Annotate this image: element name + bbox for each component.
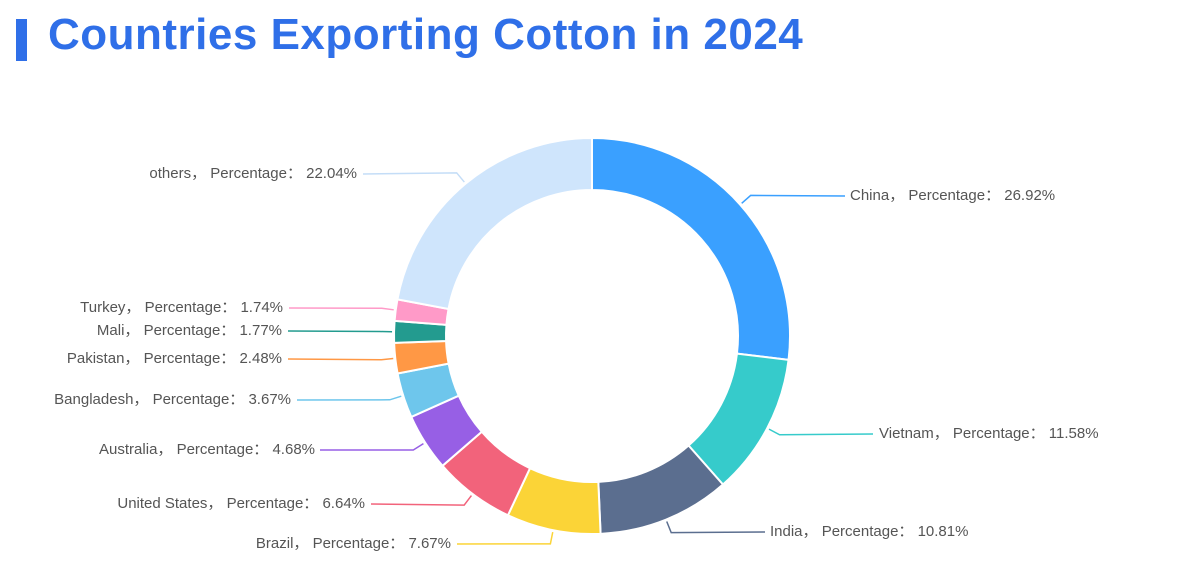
leader-line-group xyxy=(287,172,874,545)
slice-china[interactable] xyxy=(591,136,791,361)
label-mali: Mali， Percentage： 1.77% xyxy=(97,322,282,339)
leader-line-vietnam xyxy=(768,428,874,436)
leader-line-brazil xyxy=(456,531,554,545)
leader-line-turkey xyxy=(288,307,394,311)
label-others: others， Percentage： 22.04% xyxy=(149,165,357,182)
label-bangladesh: Bangladesh， Percentage： 3.67% xyxy=(54,391,291,408)
label-united-states: United States， Percentage： 6.64% xyxy=(117,495,365,512)
label-turkey: Turkey， Percentage： 1.74% xyxy=(80,299,283,316)
label-pakistan: Pakistan， Percentage： 2.48% xyxy=(67,350,282,367)
title-accent-bar xyxy=(16,19,27,61)
leader-line-others xyxy=(362,172,465,183)
label-india: India， Percentage： 10.81% xyxy=(770,523,968,540)
leader-line-china xyxy=(741,194,846,204)
label-vietnam: Vietnam， Percentage： 11.58% xyxy=(879,425,1099,442)
leader-line-mali xyxy=(287,330,393,333)
leader-line-bangladesh xyxy=(296,395,402,401)
leader-line-united-states xyxy=(370,495,473,506)
label-group: China， Percentage： 26.92% Vietnam， Percen… xyxy=(54,165,1098,552)
label-australia: Australia， Percentage： 4.68% xyxy=(99,441,315,458)
leader-line-pakistan xyxy=(287,357,394,361)
slice-others[interactable] xyxy=(396,136,593,311)
chart-title: Countries Exporting Cotton in 2024 xyxy=(48,10,804,59)
leader-line-australia xyxy=(319,442,424,451)
label-china: China， Percentage： 26.92% xyxy=(850,187,1055,204)
label-brazil: Brazil， Percentage： 7.67% xyxy=(256,535,451,552)
leader-line-india xyxy=(666,521,766,534)
slice-group xyxy=(393,136,791,535)
